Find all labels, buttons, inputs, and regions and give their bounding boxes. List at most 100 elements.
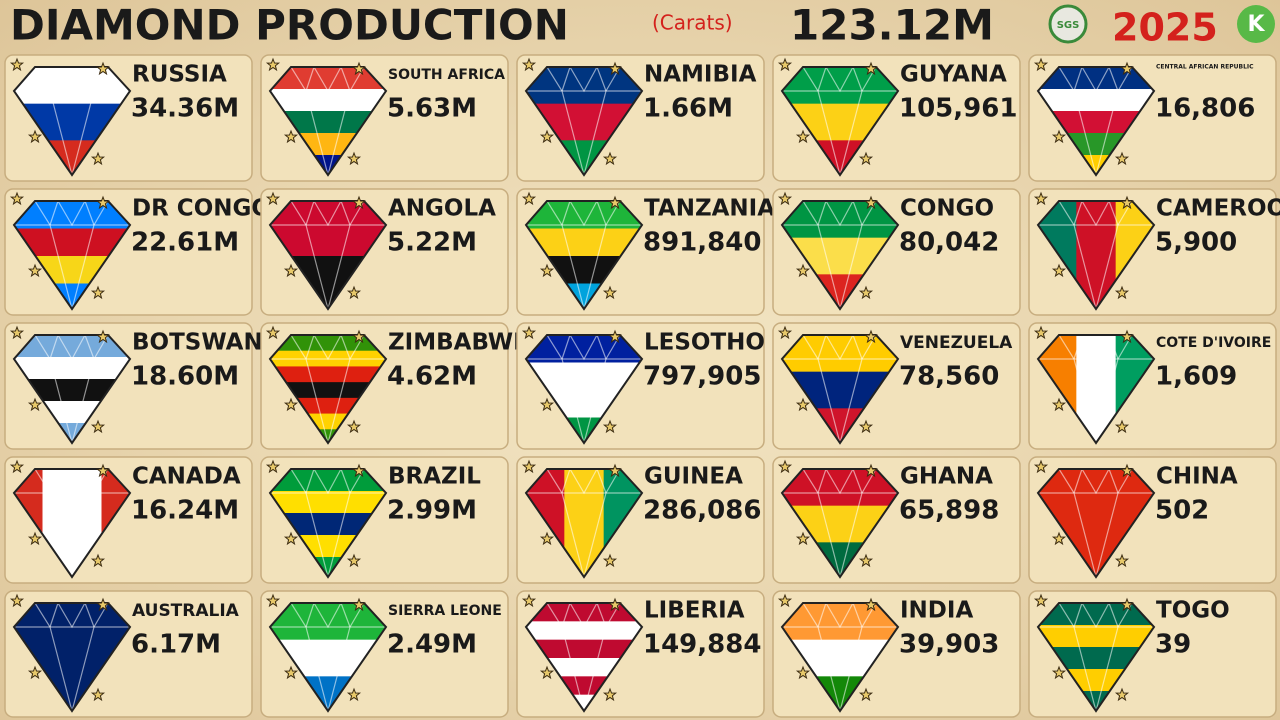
facet <box>596 67 607 92</box>
star <box>351 329 367 344</box>
facet <box>817 335 827 360</box>
star <box>539 531 555 546</box>
star <box>283 397 299 412</box>
facet <box>49 603 59 628</box>
star <box>539 263 555 278</box>
star <box>1033 459 1049 474</box>
star <box>1119 329 1135 344</box>
flag-stripe <box>270 491 386 514</box>
star <box>1114 419 1130 434</box>
card: VENEZUELA 78,560 <box>772 322 1021 450</box>
production-value: 16.24M <box>131 496 239 526</box>
country-name: BOTSWANA <box>132 330 281 356</box>
facet <box>1073 335 1083 360</box>
diamond-outline <box>12 200 132 311</box>
facet <box>49 335 59 360</box>
facet <box>596 469 607 494</box>
star <box>1033 57 1049 72</box>
star <box>346 419 362 434</box>
flag-stripe <box>270 89 386 112</box>
facet <box>852 603 863 628</box>
flag-stripe <box>526 621 642 641</box>
country-name: CHINA <box>1156 464 1238 490</box>
diamond-outline <box>1036 334 1156 445</box>
facet <box>1108 335 1119 360</box>
star <box>795 531 811 546</box>
facet <box>305 469 315 494</box>
country-name: GUINEA <box>644 464 743 490</box>
country-name: LIBERIA <box>644 598 745 624</box>
facet <box>49 201 59 226</box>
production-value: 22.61M <box>131 228 239 258</box>
card: RUSSIA 34.36M <box>4 54 253 182</box>
star <box>1051 397 1067 412</box>
star <box>283 531 299 546</box>
production-value: 797,905 <box>643 362 761 392</box>
country-name: CANADA <box>132 464 241 490</box>
star <box>858 419 874 434</box>
star <box>863 329 879 344</box>
production-value: 5,900 <box>1155 228 1237 258</box>
facet <box>1073 201 1083 226</box>
flag-stripe <box>1038 625 1154 648</box>
star <box>863 61 879 76</box>
card: CHINA 502 <box>1028 456 1277 584</box>
country-name: RUSSIA <box>132 62 227 88</box>
country-name: AUSTRALIA <box>132 601 240 621</box>
card: AUSTRALIA 6.17M <box>4 590 253 718</box>
star <box>265 325 281 340</box>
star <box>521 191 537 206</box>
facet <box>1081 469 1110 495</box>
star <box>351 597 367 612</box>
star <box>1051 531 1067 546</box>
star <box>1051 263 1067 278</box>
star <box>777 459 793 474</box>
star <box>521 57 537 72</box>
star <box>521 593 537 608</box>
facet <box>569 201 598 227</box>
year: 2025 <box>1112 6 1218 50</box>
star <box>607 195 623 210</box>
star <box>90 419 106 434</box>
star <box>858 687 874 702</box>
flag-stripe <box>270 111 386 134</box>
star <box>602 285 618 300</box>
star <box>351 463 367 478</box>
star <box>283 665 299 680</box>
production-value: 5.63M <box>387 94 477 124</box>
diamond-outline <box>268 200 388 311</box>
facet <box>313 469 342 495</box>
production-value: 149,884 <box>643 630 761 660</box>
facet <box>1081 603 1110 629</box>
card: TANZANIA 891,840 <box>516 188 775 316</box>
star <box>9 325 25 340</box>
country-name: ANGOLA <box>388 196 496 222</box>
star <box>795 397 811 412</box>
flag-stripe <box>270 513 386 536</box>
flag-stripe <box>14 357 130 380</box>
card: LESOTHO 797,905 <box>516 322 765 450</box>
star <box>795 263 811 278</box>
diamond-outline <box>12 334 132 445</box>
star <box>9 459 25 474</box>
unit: (Carats) <box>652 11 733 35</box>
star <box>90 687 106 702</box>
star <box>521 325 537 340</box>
facet <box>596 201 607 226</box>
facet <box>561 469 571 494</box>
production-value: 16,806 <box>1155 94 1255 124</box>
facet <box>825 335 854 361</box>
facet <box>561 67 571 92</box>
star <box>539 665 555 680</box>
country-name: DR CONGO <box>132 196 271 222</box>
star <box>795 665 811 680</box>
diamond-outline <box>1036 66 1156 177</box>
card: BOTSWANA 18.60M <box>4 322 281 450</box>
production-value: 2.99M <box>387 496 477 526</box>
facet <box>596 603 607 628</box>
facet <box>1108 201 1119 226</box>
flag-stripe <box>14 67 130 105</box>
facet <box>1108 603 1119 628</box>
facet <box>340 603 351 628</box>
production-value: 502 <box>1155 496 1209 526</box>
